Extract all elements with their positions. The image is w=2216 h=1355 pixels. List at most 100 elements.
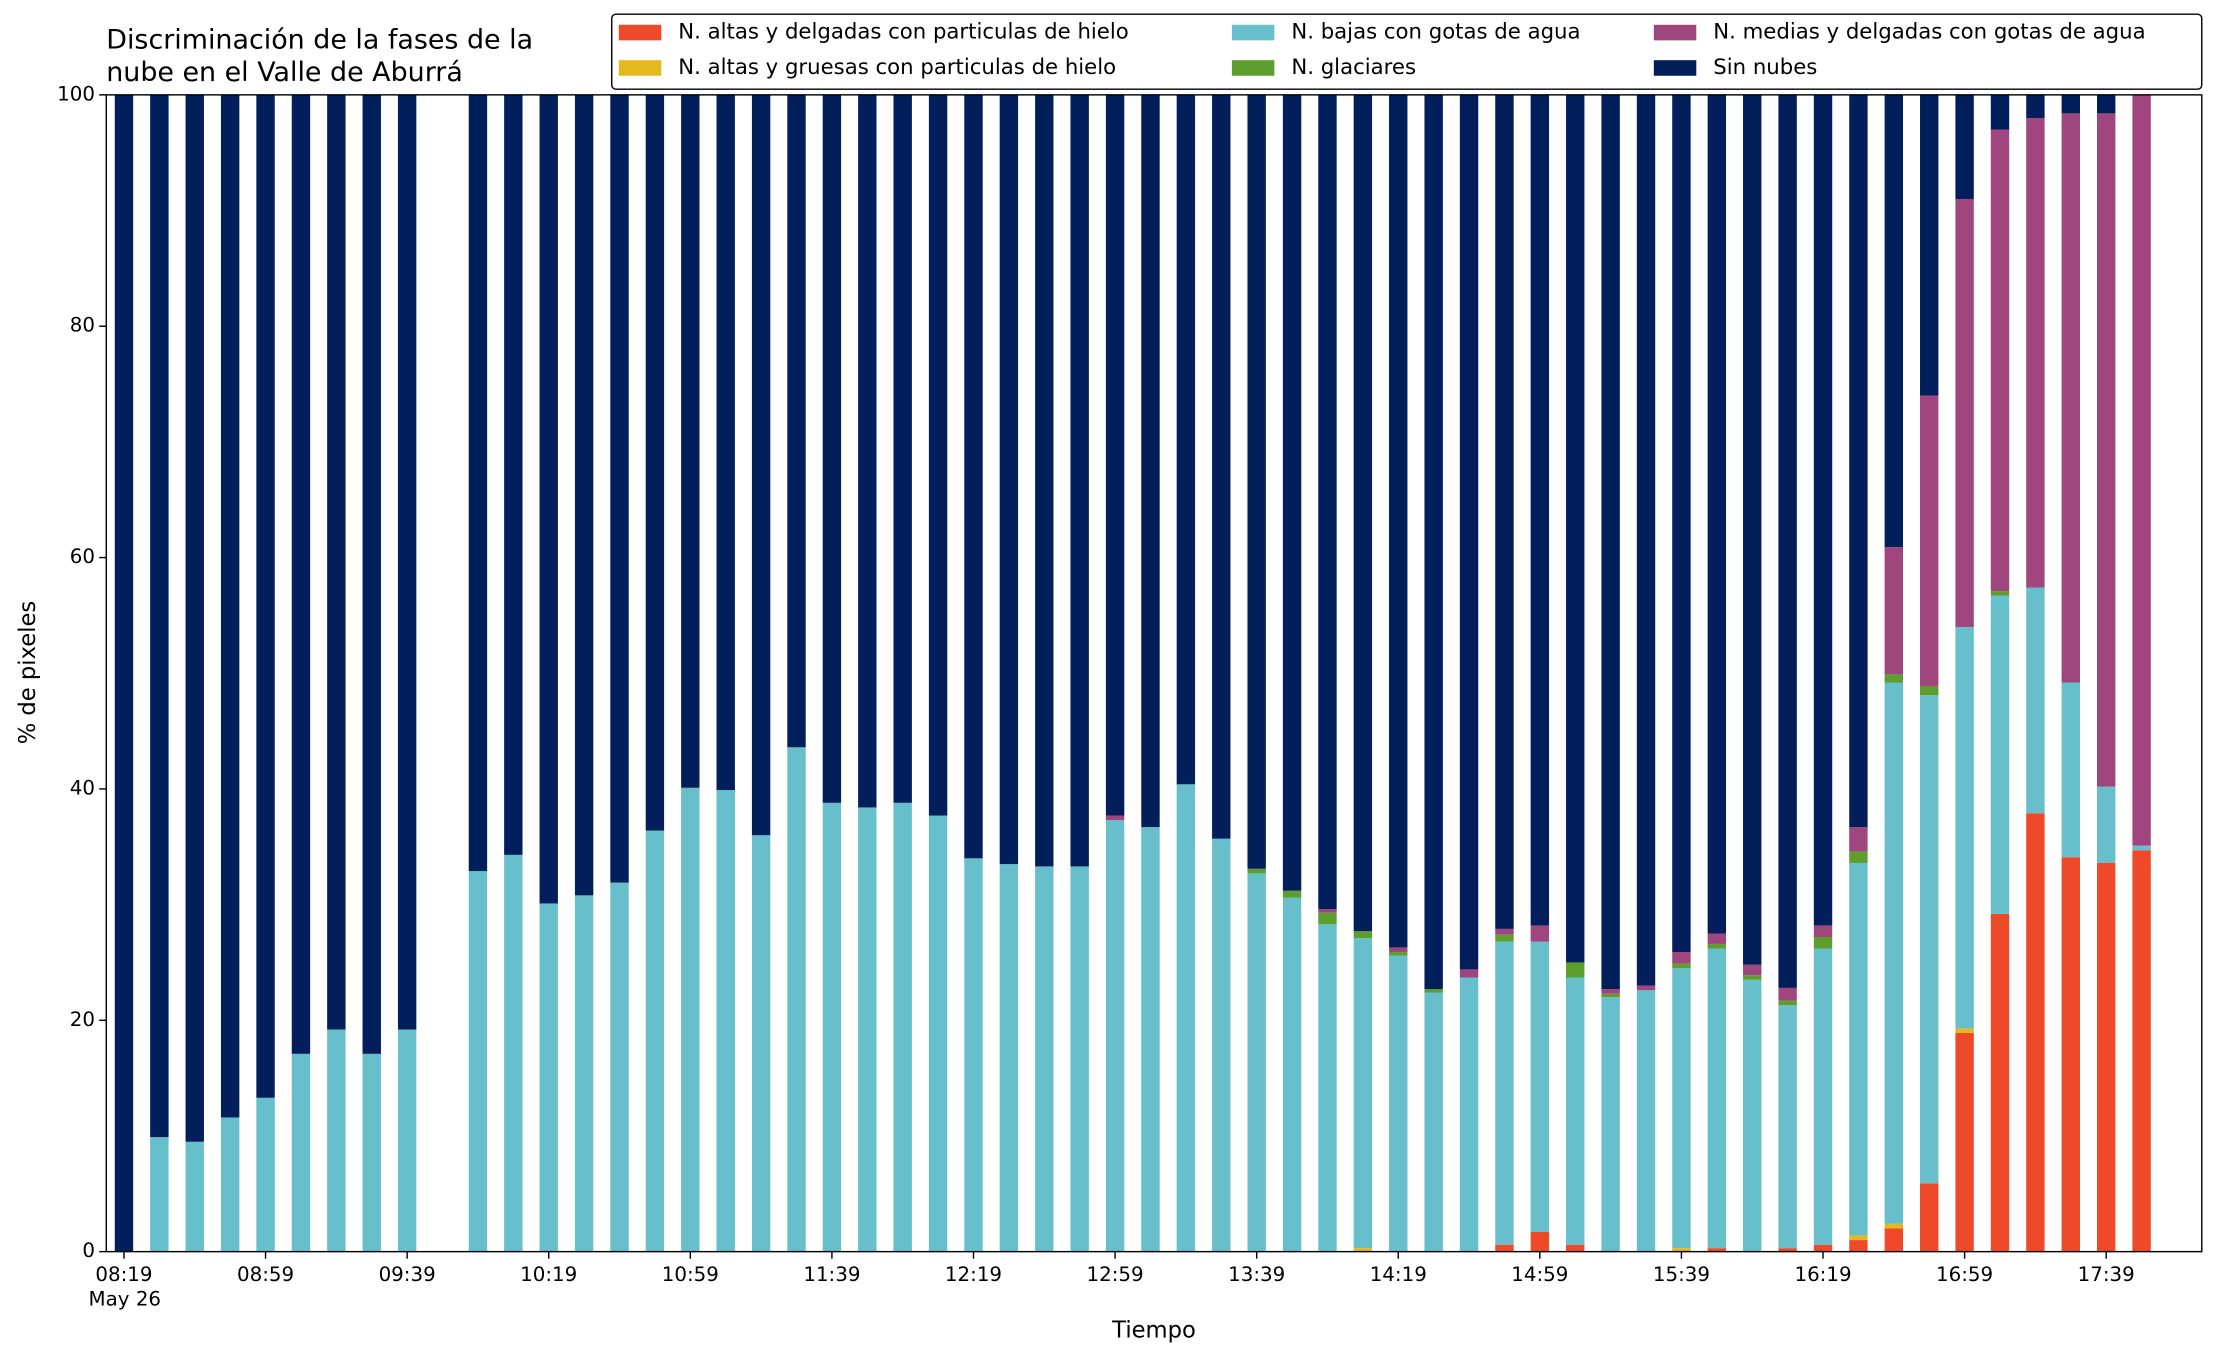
bar-segment xyxy=(1813,948,1833,1245)
x-tick-sublabel: May 26 xyxy=(89,1287,161,1310)
bar-segment xyxy=(1778,1005,1797,1249)
bar-segment xyxy=(2061,94,2081,114)
bar-segment xyxy=(681,94,700,788)
x-tick-label: 13:39 xyxy=(1228,1263,1285,1286)
bar-segment xyxy=(1424,992,1443,1252)
bar-segment xyxy=(1636,94,1656,986)
bar-segment xyxy=(397,94,417,1030)
chart-title: nube en el Valle de Aburrá xyxy=(106,57,463,88)
bar-segment xyxy=(1884,1223,1904,1229)
x-tick-label: 15:39 xyxy=(1653,1263,1710,1286)
bar-segment xyxy=(2026,94,2045,118)
bar-segment xyxy=(1884,1228,1904,1252)
bar-segment xyxy=(539,903,558,1252)
bar-segment xyxy=(1176,784,1196,1252)
x-tick-label: 14:19 xyxy=(1370,1263,1427,1286)
bar-segment xyxy=(1743,975,1762,980)
y-tick-label: 0 xyxy=(82,1239,95,1262)
x-tick-label: 17:39 xyxy=(2078,1263,2135,1286)
bar-segment xyxy=(574,895,594,1252)
bar-segment xyxy=(1990,129,2010,592)
bar-segment xyxy=(1530,941,1550,1232)
y-tick-label: 20 xyxy=(70,1008,95,1031)
bar-segment xyxy=(291,94,311,1054)
bar-segment xyxy=(327,94,346,1030)
bar-segment xyxy=(1849,94,1868,828)
bar-segment xyxy=(1530,925,1550,942)
bar-segment xyxy=(1318,909,1337,913)
bar-segment xyxy=(1743,964,1762,976)
bar-segment xyxy=(1495,941,1514,1245)
bar-segment xyxy=(645,94,665,831)
x-tick-label: 10:19 xyxy=(520,1263,577,1286)
x-tick-label: 11:39 xyxy=(803,1263,860,1286)
y-axis-label: % de pixeles xyxy=(15,601,41,745)
bar-segment xyxy=(681,787,700,1252)
bar-segment xyxy=(716,94,735,791)
bar-segment xyxy=(1636,985,1656,991)
bar-segment xyxy=(610,94,629,883)
bar-segment xyxy=(1424,94,1443,990)
x-tick-label: 16:19 xyxy=(1794,1263,1851,1286)
legend-label: N. bajas con gotas de agua xyxy=(1291,20,1580,45)
bar-segment xyxy=(1990,591,2010,596)
chart-title: Discriminación de la fases de la xyxy=(106,25,533,56)
bar-segment xyxy=(822,94,842,803)
bar-segment xyxy=(2026,813,2045,1252)
bar-segment xyxy=(256,1097,275,1252)
bar-segment xyxy=(1105,815,1125,821)
bar-segment xyxy=(1070,866,1089,1252)
bar-segment xyxy=(1105,94,1125,816)
bar-segment xyxy=(822,802,842,1252)
x-tick-label: 12:19 xyxy=(945,1263,1002,1286)
bar-segment xyxy=(1389,94,1408,948)
bar-segment xyxy=(362,94,381,1054)
bar-segment xyxy=(1459,977,1479,1252)
legend-swatch xyxy=(1231,24,1275,41)
x-tick-label: 08:19 xyxy=(95,1263,152,1286)
y-tick-label: 60 xyxy=(70,545,95,568)
bar-segment xyxy=(1282,94,1302,891)
bar-segment xyxy=(1636,990,1656,1252)
bar-segment xyxy=(1530,94,1550,926)
legend-label: N. medias y delgadas con gotas de agua xyxy=(1713,20,2145,45)
bar-segment xyxy=(1672,968,1691,1249)
bar-segment xyxy=(1778,987,1797,1001)
plot-frame xyxy=(105,94,2203,1253)
bar-segment xyxy=(964,858,983,1252)
bar-segment xyxy=(1566,977,1585,1245)
bar-segment xyxy=(1849,827,1868,852)
bar-segment xyxy=(1601,997,1620,1252)
bar-segment xyxy=(645,830,665,1252)
bar-segment xyxy=(1035,866,1054,1252)
x-tick-label: 16:59 xyxy=(1936,1263,1993,1286)
bar-segment xyxy=(2026,587,2045,814)
legend-swatch xyxy=(1231,60,1275,76)
bar-segment xyxy=(2026,117,2045,588)
bar-segment xyxy=(1212,94,1231,839)
bar-segment xyxy=(1743,979,1762,1252)
bar-segment xyxy=(539,94,558,904)
bar-segment xyxy=(185,1141,204,1252)
bar-segment xyxy=(964,94,983,859)
y-tick-label: 100 xyxy=(57,82,95,105)
bar-segment xyxy=(220,94,240,1118)
bar-segment xyxy=(1566,94,1585,963)
bar-segment xyxy=(1955,1033,1974,1252)
legend-label: Sin nubes xyxy=(1713,55,1817,80)
bar-segment xyxy=(858,94,877,808)
bar-segment xyxy=(2096,94,2116,114)
y-tick-label: 80 xyxy=(70,314,95,337)
bar-segment xyxy=(1389,955,1408,1252)
bar-segment xyxy=(1707,943,1727,949)
bar-segment xyxy=(1353,938,1373,1249)
bar-segment xyxy=(1601,993,1620,998)
bar-segment xyxy=(1176,94,1196,785)
bar-segment xyxy=(1920,695,1939,1184)
bar-segment xyxy=(1282,897,1302,1252)
bar-segment xyxy=(1070,94,1089,867)
bar-segment xyxy=(1424,989,1443,993)
bar-segment xyxy=(2132,850,2151,1252)
